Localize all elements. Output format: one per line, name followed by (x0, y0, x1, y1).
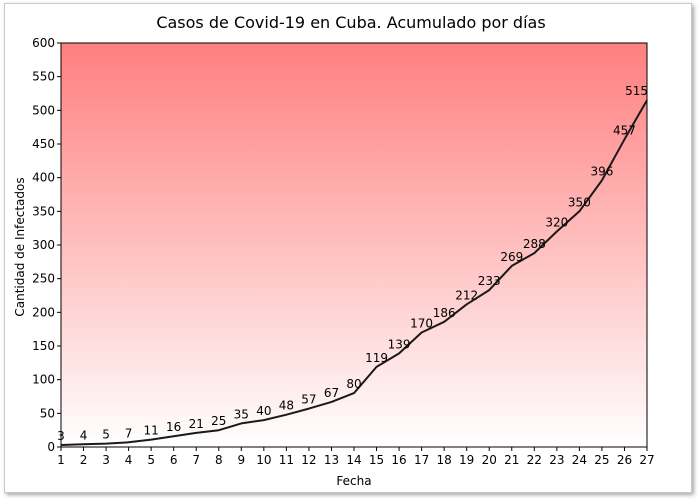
x-axis-title: Fecha (336, 474, 371, 488)
data-label: 212 (455, 288, 478, 302)
data-label: 40 (256, 404, 271, 418)
y-tick-label: 200 (32, 305, 55, 319)
x-tick-label: 16 (391, 453, 406, 467)
data-label: 170 (410, 317, 433, 331)
x-tick-label: 10 (256, 453, 271, 467)
x-tick-label: 25 (594, 453, 609, 467)
data-label: 233 (478, 274, 501, 288)
y-axis-title: Cantidad de Infectados (13, 177, 27, 316)
data-label: 16 (166, 420, 181, 434)
data-label: 25 (211, 414, 226, 428)
x-tick-label: 24 (572, 453, 587, 467)
x-tick-label: 18 (437, 453, 452, 467)
x-tick-label: 17 (414, 453, 429, 467)
x-tick-label: 12 (301, 453, 316, 467)
data-label: 269 (500, 250, 523, 264)
y-tick-label: 300 (32, 238, 55, 252)
x-tick-label: 11 (279, 453, 294, 467)
data-label: 21 (189, 417, 204, 431)
x-tick-label: 21 (504, 453, 519, 467)
x-tick-label: 4 (125, 453, 133, 467)
y-tick-label: 250 (32, 272, 55, 286)
data-label: 5 (102, 428, 110, 442)
chart-frame: Casos de Covid-19 en Cuba. Acumulado por… (4, 3, 692, 493)
y-tick-label: 500 (32, 103, 55, 117)
data-label: 4 (80, 428, 88, 442)
data-label: 48 (279, 399, 294, 413)
x-tick-label: 3 (102, 453, 110, 467)
y-axis-ticks: 0 50 100 150 200 250 300 350 400 450 500 550 600 (32, 36, 61, 454)
data-label: 11 (144, 424, 159, 438)
data-label: 80 (346, 377, 361, 391)
x-tick-label: 19 (459, 453, 474, 467)
data-label: 67 (324, 386, 339, 400)
y-tick-label: 600 (32, 36, 55, 50)
x-tick-label: 14 (346, 453, 361, 467)
data-label: 320 (545, 216, 568, 230)
x-tick-label: 23 (549, 453, 564, 467)
x-axis-ticks: 1 2 3 4 5 6 7 8 9 10 11 12 13 14 15 16 17 18 19 20 21 22 23 24 2… (57, 447, 655, 467)
y-tick-label: 450 (32, 137, 55, 151)
data-label: 396 (590, 164, 613, 178)
data-label: 288 (523, 237, 546, 251)
series-line (60, 99, 648, 446)
line-chart: Casos de Covid-19 en Cuba. Acumulado por… (13, 13, 655, 488)
x-tick-label: 22 (527, 453, 542, 467)
y-tick-label: 350 (32, 204, 55, 218)
chart-title: Casos de Covid-19 en Cuba. Acumulado por… (156, 13, 545, 32)
data-label: 186 (433, 306, 456, 320)
y-tick-label: 100 (32, 373, 55, 387)
y-tick-label: 550 (32, 70, 55, 84)
data-label: 35 (234, 407, 249, 421)
data-label: 139 (388, 337, 411, 351)
x-tick-label: 6 (170, 453, 178, 467)
y-tick-label: 50 (40, 406, 55, 420)
data-label: 3 (57, 429, 65, 443)
x-tick-label: 5 (147, 453, 155, 467)
x-tick-label: 9 (237, 453, 245, 467)
x-tick-label: 8 (215, 453, 223, 467)
plot-area (60, 42, 648, 448)
data-label: 57 (301, 393, 316, 407)
x-tick-label: 1 (57, 453, 65, 467)
x-tick-label: 7 (192, 453, 200, 467)
data-label: 515 (625, 84, 648, 98)
y-tick-label: 400 (32, 171, 55, 185)
x-tick-label: 20 (482, 453, 497, 467)
x-tick-label: 2 (80, 453, 88, 467)
data-label: 119 (365, 351, 388, 365)
x-tick-label: 27 (639, 453, 654, 467)
data-labels: 3 4 5 7 11 16 21 25 35 40 48 57 67801191391701862122… (57, 84, 648, 443)
data-label: 457 (613, 123, 636, 137)
data-label: 350 (568, 195, 591, 209)
x-tick-label: 26 (617, 453, 632, 467)
y-tick-label: 0 (47, 440, 55, 454)
x-tick-label: 15 (369, 453, 384, 467)
x-tick-label: 13 (324, 453, 339, 467)
data-label: 7 (125, 426, 133, 440)
y-tick-label: 150 (32, 339, 55, 353)
